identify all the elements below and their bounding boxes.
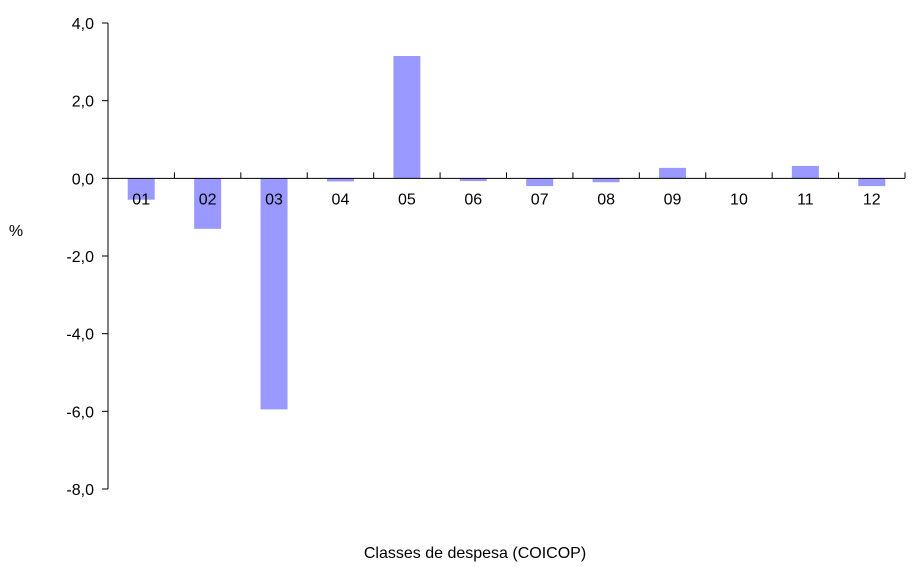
y-axis-ticks	[102, 22, 108, 490]
x-tick-label-04: 04	[332, 191, 350, 208]
x-axis-ticks	[107, 172, 906, 179]
bars	[127, 56, 886, 410]
bar-11	[791, 165, 819, 179]
x-tick-label-02: 02	[199, 191, 217, 208]
bar-12	[858, 178, 886, 187]
x-tick-label-05: 05	[398, 191, 416, 208]
x-tick-label-10: 10	[730, 191, 748, 208]
bar-02	[194, 178, 222, 229]
x-axis-title: Classes de despesa (COICOP)	[364, 545, 586, 562]
x-axis-tick-labels: 01 02 03 04 05 06 07 08 09 10 11 12	[132, 191, 880, 208]
bar-09	[659, 167, 687, 179]
x-tick-label-07: 07	[531, 191, 549, 208]
y-axis-title: %	[9, 223, 23, 240]
y-tick-label: -6,0	[66, 404, 94, 421]
x-tick-label-06: 06	[464, 191, 482, 208]
x-tick-label-08: 08	[597, 191, 615, 208]
bar-05	[393, 56, 421, 179]
y-tick-label: 2,0	[72, 94, 94, 111]
bar-08	[592, 178, 620, 183]
bar-03	[260, 178, 288, 410]
y-tick-label: -4,0	[66, 327, 94, 344]
bar-04	[326, 178, 354, 182]
x-tick-label-01: 01	[132, 191, 150, 208]
y-tick-label: 4,0	[72, 16, 94, 33]
x-tick-label-09: 09	[664, 191, 682, 208]
y-axis-tick-labels: 4,0 2,0 0,0 -2,0 -4,0 -6,0 -8,0	[66, 16, 94, 499]
x-tick-label-11: 11	[797, 191, 814, 208]
y-tick-label: 0,0	[72, 171, 94, 188]
x-tick-label-12: 12	[863, 191, 881, 208]
bar-07	[526, 178, 554, 187]
x-tick-label-03: 03	[265, 191, 283, 208]
bar-01	[127, 178, 155, 200]
bar-06	[459, 178, 487, 182]
y-tick-label: -2,0	[66, 249, 94, 266]
y-tick-label: -8,0	[66, 482, 94, 499]
